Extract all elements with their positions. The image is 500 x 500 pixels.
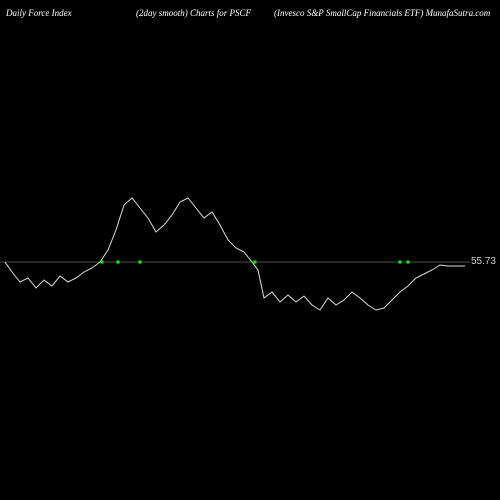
chart-area: [0, 30, 470, 490]
signal-marker: [407, 261, 410, 264]
force-index-chart: [0, 30, 470, 490]
force-index-line: [5, 198, 465, 310]
current-value-label: 55.73: [471, 256, 496, 267]
header-title-center: (2day smooth) Charts for PSCF: [126, 8, 274, 18]
signal-marker: [117, 261, 120, 264]
signal-marker: [399, 261, 402, 264]
header-title-right: (Invesco S&P SmallCap Financials ETF) Mu…: [274, 8, 494, 18]
header-title-left: Daily Force Index: [6, 8, 126, 18]
signal-marker: [139, 261, 142, 264]
signal-marker: [101, 261, 104, 264]
chart-header: Daily Force Index (2day smooth) Charts f…: [0, 8, 500, 18]
signal-marker: [254, 261, 257, 264]
